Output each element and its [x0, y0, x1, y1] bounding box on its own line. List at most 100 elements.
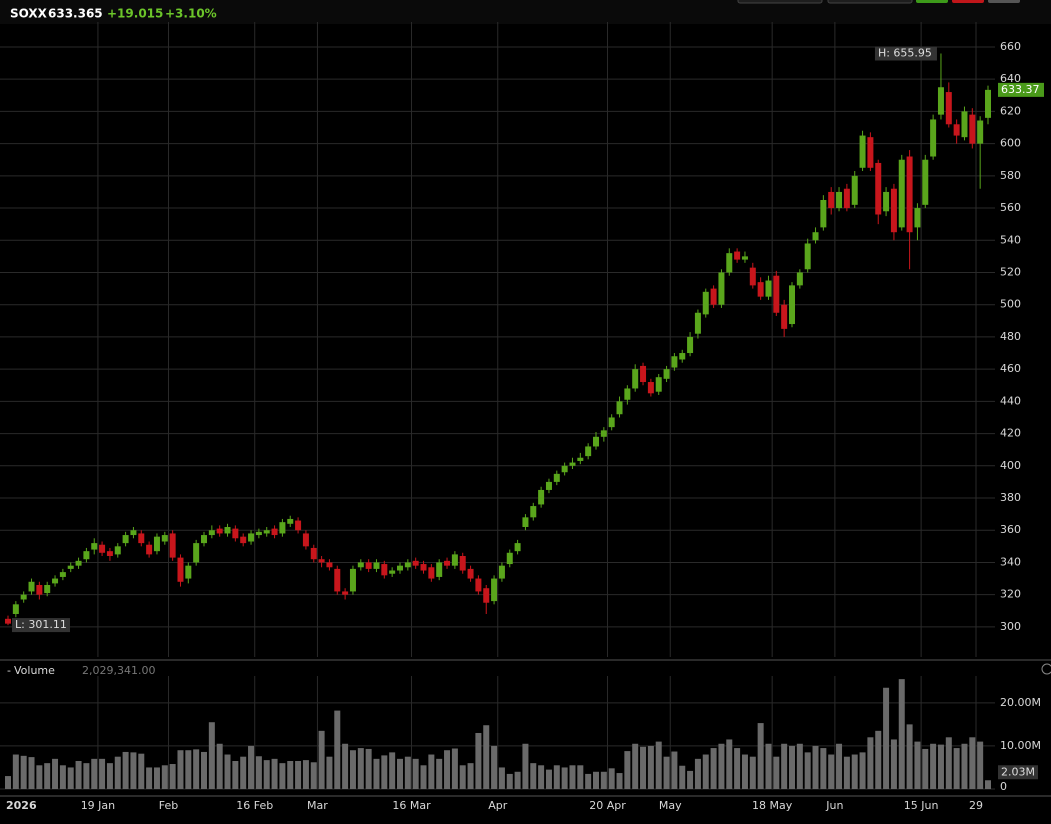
volume-bar [5, 776, 11, 789]
candle-body [318, 559, 325, 563]
toolbar-button[interactable] [737, 0, 823, 4]
y-tick-label: 340 [1000, 555, 1021, 568]
candle-body [279, 522, 286, 534]
candle-body [365, 562, 372, 569]
x-tick-label: 29 [969, 799, 983, 812]
candle-body [812, 232, 819, 241]
last-price-badge-bg [998, 82, 1044, 97]
candle-body [773, 275, 780, 313]
volume-badge-bg [998, 765, 1038, 780]
buy-button[interactable] [916, 0, 948, 3]
candle-body [201, 535, 207, 544]
candle-body [781, 304, 788, 329]
candle-body [52, 578, 59, 584]
candle-body [161, 535, 168, 542]
volume-bar [789, 745, 795, 789]
candle-body [287, 518, 294, 524]
panel-button[interactable] [1041, 663, 1051, 675]
symbol: SOXX [10, 7, 48, 21]
sell-button[interactable] [952, 0, 984, 3]
change-pct: +3.10% [165, 7, 217, 21]
volume-bar [812, 745, 819, 789]
candle-body [295, 520, 302, 531]
volume-bar [185, 750, 192, 789]
low-label: L: 301.11 [15, 618, 67, 631]
volume-bar [514, 771, 521, 789]
volume-bar [640, 746, 647, 789]
candle-body [600, 430, 607, 437]
y-tick-label: 520 [1000, 265, 1021, 278]
candle-body [687, 336, 694, 354]
high-label-bg [874, 46, 937, 61]
volume-bar [538, 765, 545, 789]
candle-body [538, 489, 545, 505]
volume-bar [828, 754, 835, 789]
volume-bar [248, 745, 255, 789]
candle-body [734, 251, 741, 260]
candle-body [953, 124, 960, 136]
candle-body [937, 87, 944, 115]
volume-bar [898, 679, 905, 789]
candle-body [44, 584, 51, 594]
candle-body [898, 159, 905, 228]
volume-bar [726, 739, 733, 789]
candle-body [232, 528, 239, 539]
volume-bar [781, 743, 788, 789]
volume-bar [577, 765, 584, 789]
change: +19.015 [107, 7, 163, 21]
last-price-badge: 633.37 [1001, 83, 1040, 96]
volume-bar [977, 741, 984, 789]
volume-bar [530, 763, 537, 789]
y-tick-label: 440 [1000, 394, 1021, 407]
candle-body [977, 120, 984, 144]
toolbar-button[interactable] [988, 0, 1020, 3]
candle-body [169, 533, 176, 558]
x-tick-label: 15 Jun [904, 799, 939, 812]
candle-body [561, 465, 568, 473]
y-tick-label: 640 [1000, 72, 1021, 85]
low-label-bg [12, 618, 70, 633]
volume-bar [334, 710, 341, 789]
volume-bar [349, 750, 356, 789]
volume-bar [177, 750, 184, 789]
volume-bar [459, 765, 466, 789]
volume-bar [12, 754, 19, 789]
candle-body [491, 578, 498, 602]
volume-bar [875, 730, 882, 789]
y-tick-label: 300 [1000, 620, 1021, 633]
volume-bar [271, 758, 278, 789]
volume-bar [671, 751, 678, 789]
candle-body [381, 564, 388, 576]
candle-body [420, 564, 427, 571]
candle-body [208, 530, 215, 536]
y-tick-label: 460 [1000, 362, 1021, 375]
candle-body [694, 312, 701, 334]
volume-bar [647, 745, 654, 789]
y-tick-label: 400 [1000, 459, 1021, 472]
volume-bar [263, 760, 270, 789]
volume-bar [483, 725, 490, 789]
toolbar-button[interactable] [827, 0, 913, 4]
y-tick-label: 500 [1000, 298, 1021, 311]
volume-bar [130, 752, 137, 789]
volume-bar [600, 771, 607, 789]
candle-body [663, 369, 670, 379]
candle-body [906, 156, 913, 233]
volume-bar [36, 765, 43, 789]
volume-bar [883, 687, 890, 789]
candle-body [130, 530, 137, 536]
candle-body [624, 388, 631, 400]
candle-body [349, 568, 356, 592]
volume-bar [632, 743, 639, 789]
x-tick-label: Apr [488, 799, 508, 812]
volume-bar [616, 773, 623, 789]
volume-bar [773, 756, 780, 789]
volume-bar [67, 767, 74, 789]
volume-bar [765, 743, 772, 789]
volume-bar [985, 780, 991, 789]
volume-bar [122, 751, 129, 789]
volume-bar [232, 760, 239, 789]
volume-bar [138, 753, 145, 789]
x-tick-label: Feb [159, 799, 178, 812]
